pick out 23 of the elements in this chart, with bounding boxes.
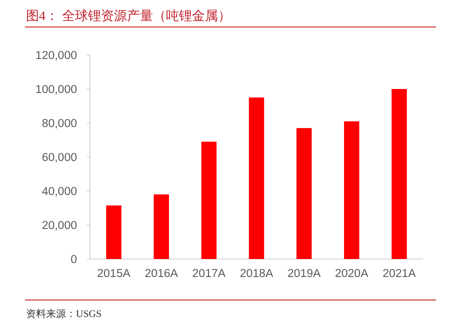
y-tick-label: 0 <box>70 254 77 266</box>
bar <box>154 194 169 259</box>
bar <box>248 98 264 259</box>
x-tick-label: 2019A <box>287 268 322 280</box>
x-tick-label: 2020A <box>335 268 369 280</box>
y-tick-label: 60,000 <box>42 152 77 164</box>
x-tick-label: 2015A <box>97 268 131 280</box>
text: 资料来源：USGS <box>26 308 102 320</box>
y-tick-label: 20,000 <box>42 220 77 232</box>
x-tick-label: 2016A <box>144 268 178 280</box>
y-tick-label: 40,000 <box>42 186 77 198</box>
y-tick-label: 80,000 <box>42 118 77 130</box>
bar <box>106 205 122 259</box>
chart-title: 图4： 全球锂资源产量（吨锂金属） <box>26 8 231 23</box>
x-tick-label: 2017A <box>192 268 226 280</box>
bar <box>201 142 217 259</box>
bar <box>296 128 312 259</box>
bar <box>344 121 360 259</box>
y-tick-label: 120,000 <box>35 50 77 62</box>
y-tick-label: 100,000 <box>35 84 77 96</box>
bar <box>392 89 407 259</box>
x-tick-label: 2018A <box>240 268 274 280</box>
x-tick-label: 2021A <box>382 268 416 280</box>
